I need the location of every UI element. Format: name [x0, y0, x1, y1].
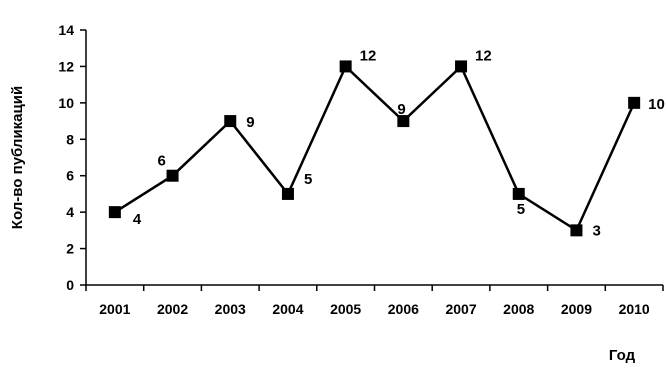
- x-tick-label: 2004: [272, 301, 303, 317]
- x-ticks: 2001 2002 2003 2004 2005 2006 2007 2008 2009 2010: [85, 285, 664, 317]
- data-point-marker: [339, 60, 352, 73]
- x-axis-title: Год: [609, 347, 636, 364]
- x-tick-label: 2003: [215, 301, 246, 317]
- data-label: 12: [475, 47, 492, 64]
- data-label: 3: [592, 222, 600, 239]
- series-layer: 4 6 9 5 12 9 12 5 3 10: [108, 47, 665, 239]
- x-tick-label: 2006: [388, 301, 419, 317]
- y-tick-label: 14: [58, 22, 74, 38]
- x-tick-label: 2008: [503, 301, 534, 317]
- y-axis-group: 0 2 4 6 8 10 12 14 Кол-во публикаций: [9, 22, 87, 293]
- data-point-marker: [281, 187, 294, 200]
- y-tick-label: 2: [66, 241, 74, 257]
- data-label: 9: [397, 101, 405, 118]
- x-tick-label: 2009: [561, 301, 592, 317]
- data-point-marker: [397, 115, 410, 128]
- y-ticks: 0 2 4 6 8 10 12 14: [58, 22, 86, 293]
- y-axis-title: Кол-во публикаций: [9, 86, 26, 229]
- y-tick-label: 10: [58, 95, 74, 111]
- data-label: 9: [246, 114, 254, 131]
- y-tick-label: 8: [66, 131, 74, 147]
- data-point-marker: [224, 115, 237, 128]
- data-point-marker: [455, 60, 468, 73]
- data-label: 10: [648, 96, 665, 113]
- data-point-marker: [628, 96, 641, 109]
- data-label: 5: [304, 171, 312, 188]
- x-tick-label: 2002: [157, 301, 188, 317]
- y-tick-label: 0: [66, 277, 74, 293]
- data-label: 6: [158, 153, 166, 170]
- data-point-marker: [570, 224, 583, 237]
- x-tick-label: 2005: [330, 301, 361, 317]
- data-point-marker: [512, 187, 525, 200]
- data-label: 5: [517, 201, 525, 218]
- x-tick-label: 2007: [445, 301, 476, 317]
- y-tick-label: 12: [58, 58, 74, 74]
- x-axis-group: 2001 2002 2003 2004 2005 2006 2007 2008 2009 2010…: [85, 284, 664, 364]
- x-tick-label: 2001: [99, 301, 130, 317]
- data-label: 12: [360, 47, 377, 64]
- y-tick-label: 4: [66, 204, 74, 220]
- data-label: 4: [133, 211, 142, 228]
- y-tick-label: 6: [66, 168, 74, 184]
- x-tick-label: 2010: [619, 301, 650, 317]
- data-point-marker: [166, 169, 179, 182]
- series-line: [114, 64, 636, 233]
- data-point-marker: [108, 206, 121, 219]
